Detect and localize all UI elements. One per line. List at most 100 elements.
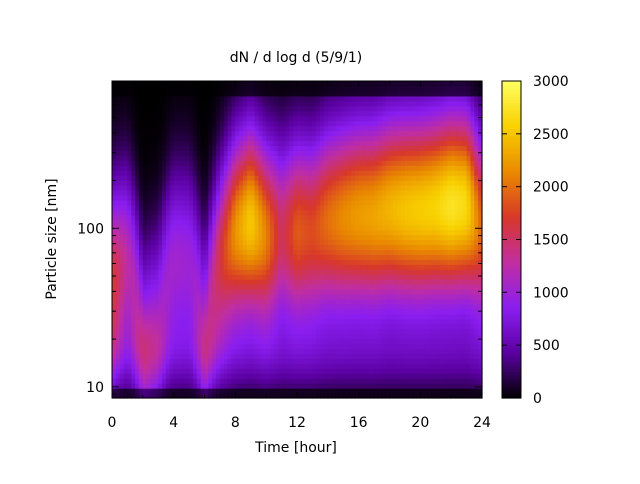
heatmap-cell <box>297 150 302 156</box>
heatmap-cell <box>150 383 155 389</box>
heatmap-cell <box>289 224 294 231</box>
heatmap-cell <box>297 209 302 216</box>
heatmap-cell <box>308 224 314 231</box>
heatmap-cell <box>119 293 125 300</box>
heatmap-cell <box>358 338 364 345</box>
heatmap-cell <box>377 368 383 374</box>
heatmap-cell <box>350 234 356 241</box>
heatmap-cell <box>216 120 221 127</box>
heatmap-cell <box>200 308 206 315</box>
heatmap-cell <box>223 333 229 340</box>
heatmap-cell <box>181 180 186 186</box>
heatmap-cell <box>397 81 402 87</box>
heatmap-cell <box>246 100 252 107</box>
heatmap-cell <box>308 249 314 255</box>
heatmap-cell <box>208 180 213 186</box>
heatmap-cell <box>350 155 356 161</box>
heatmap-cell <box>258 249 263 255</box>
heatmap-cell <box>216 293 221 300</box>
heatmap-cell <box>300 209 306 216</box>
heatmap-cell <box>169 323 175 330</box>
heatmap-cell <box>138 105 144 112</box>
heatmap-cell <box>273 185 279 191</box>
heatmap-cell <box>223 289 229 295</box>
heatmap-cell <box>138 274 144 280</box>
heatmap-cell <box>262 130 267 137</box>
heatmap-cell <box>243 219 248 226</box>
heatmap-cell <box>316 175 321 181</box>
heatmap-cell <box>404 388 410 394</box>
heatmap-cell <box>285 155 290 161</box>
heatmap-cell <box>219 279 225 285</box>
heatmap-cell <box>189 110 194 117</box>
heatmap-cell <box>331 368 337 374</box>
heatmap-cell <box>377 110 383 117</box>
heatmap-cell <box>135 229 140 236</box>
heatmap-cell <box>389 100 394 107</box>
heatmap-cell <box>347 338 352 345</box>
heatmap-cell <box>377 264 383 270</box>
heatmap-cell <box>177 165 182 171</box>
heatmap-cell <box>227 224 233 231</box>
heatmap-cell <box>408 328 414 335</box>
heatmap-cell <box>350 293 356 300</box>
heatmap-cell <box>246 95 252 102</box>
heatmap-cell <box>366 120 371 127</box>
heatmap-cell <box>308 244 314 250</box>
heatmap-cell <box>204 328 209 335</box>
heatmap-cell <box>277 358 283 364</box>
heatmap-cell <box>227 274 233 280</box>
heatmap-cell <box>231 194 236 201</box>
heatmap-cell <box>339 368 344 374</box>
heatmap-cell <box>335 209 340 216</box>
heatmap-cell <box>181 194 186 201</box>
heatmap-cell <box>123 383 129 389</box>
heatmap-cell <box>362 254 367 260</box>
heatmap-cell <box>377 378 383 384</box>
heatmap-cell <box>246 135 252 142</box>
heatmap-cell <box>196 214 202 221</box>
heatmap-cell <box>277 293 283 300</box>
heatmap-cell <box>335 353 340 359</box>
heatmap-cell <box>173 239 179 246</box>
heatmap-cell <box>393 358 398 364</box>
heatmap-cell <box>189 125 194 132</box>
heatmap-cell <box>401 81 406 87</box>
heatmap-cell <box>343 289 348 295</box>
heatmap-cell <box>112 189 117 196</box>
heatmap-cell <box>289 204 294 211</box>
heatmap-cell <box>262 328 267 335</box>
heatmap-cell <box>320 373 325 379</box>
heatmap-cell <box>350 269 356 275</box>
heatmap-cell <box>204 254 209 260</box>
heatmap-cell <box>150 388 155 394</box>
heatmap-cell <box>323 160 329 166</box>
heatmap-cell <box>200 189 206 196</box>
heatmap-cell <box>243 249 248 255</box>
heatmap-cell <box>119 343 125 350</box>
heatmap-cell <box>165 343 171 350</box>
heatmap-cell <box>404 244 410 250</box>
heatmap-cell <box>316 214 321 221</box>
heatmap-cell <box>308 209 314 216</box>
heatmap-cell <box>323 229 329 236</box>
heatmap-cell <box>385 269 391 275</box>
heatmap-cell <box>196 293 202 300</box>
heatmap-cell <box>354 328 360 335</box>
heatmap-cell <box>277 135 283 142</box>
heatmap-cell <box>223 135 229 142</box>
heatmap-cell <box>347 378 352 384</box>
heatmap-cell <box>289 363 294 369</box>
heatmap-cell <box>212 229 217 236</box>
heatmap-cell <box>189 249 194 255</box>
heatmap-cell <box>335 318 340 325</box>
heatmap-cell <box>347 90 352 97</box>
heatmap-cell <box>123 150 129 156</box>
heatmap-cell <box>177 135 182 142</box>
heatmap-cell <box>335 274 340 280</box>
heatmap-cell <box>270 373 275 379</box>
heatmap-cell <box>327 298 333 305</box>
heatmap-cell <box>135 313 140 320</box>
heatmap-cell <box>258 303 263 310</box>
heatmap-cell <box>231 85 236 92</box>
